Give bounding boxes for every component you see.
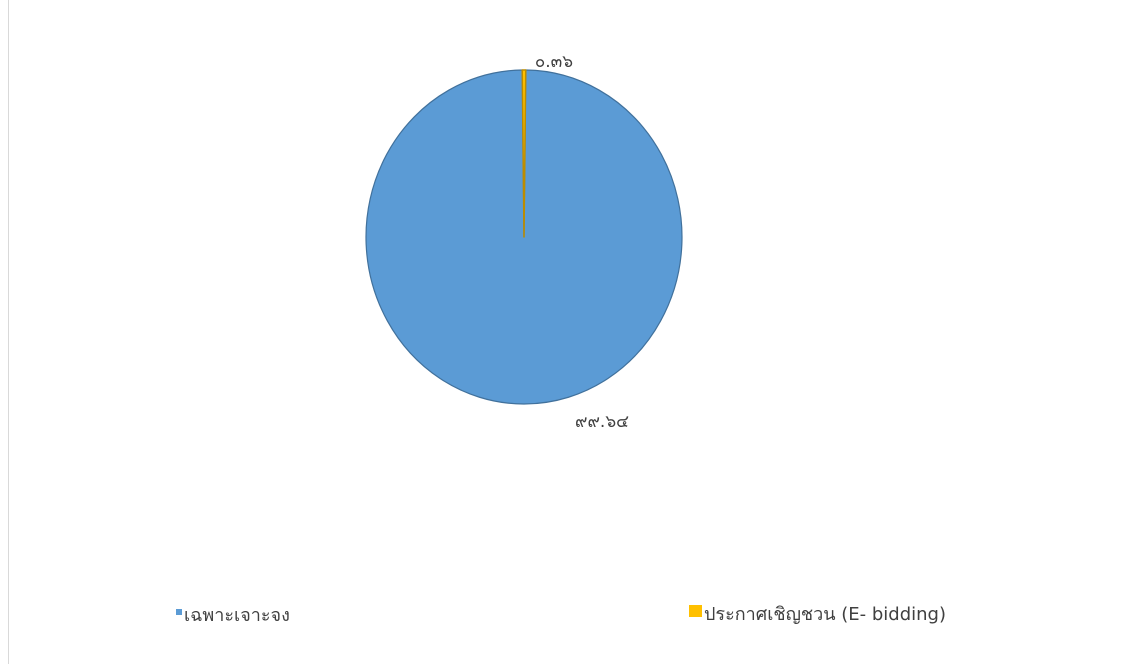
data-label: ๐.๓๖ [535, 52, 573, 72]
legend-marker [176, 609, 182, 615]
legend-label: ประกาศเชิญชวน (E- bidding) [704, 604, 946, 625]
pie-slice [521, 69, 527, 238]
chart-area [8, 0, 1130, 664]
legend-marker [689, 605, 702, 617]
data-label: ๙๙.๖๔ [575, 412, 629, 432]
legend-label: เฉพาะเจาะจง [184, 605, 290, 626]
